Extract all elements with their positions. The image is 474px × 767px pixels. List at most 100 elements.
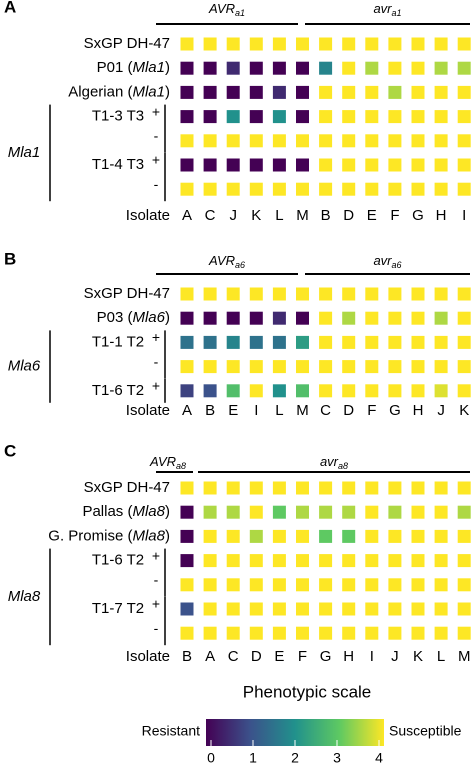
heatmap-cell <box>365 360 379 374</box>
heatmap-cell <box>226 311 240 325</box>
heatmap-cell <box>319 37 333 51</box>
heatmap-cell <box>365 134 379 148</box>
legend-min-label: Resistant <box>142 723 200 739</box>
heatmap-cell <box>203 158 217 172</box>
heatmap-cell <box>388 529 402 543</box>
row-label: SxGP DH-47 <box>84 35 170 52</box>
heatmap-cell <box>319 311 333 325</box>
heatmap-cell <box>203 85 217 99</box>
x-title: Isolate <box>126 207 170 224</box>
heatmap-cell <box>342 134 356 148</box>
heatmap-cell <box>203 37 217 51</box>
heatmap-cell <box>180 134 194 148</box>
row-label-name: T1-6 T2 <box>92 382 144 399</box>
heatmap-cell <box>296 110 309 124</box>
heatmap-cell <box>272 134 286 148</box>
heatmap-cell <box>226 554 240 568</box>
column-label: B <box>182 648 192 665</box>
row-label: G. Promise (Mla8) <box>48 527 170 544</box>
heatmap-cell <box>272 360 286 374</box>
heatmap-cell <box>319 85 333 99</box>
heatmap-cell <box>411 85 425 99</box>
heatmap-cell <box>365 287 379 301</box>
heatmap-cell <box>203 578 217 592</box>
heatmap-cell <box>272 529 286 543</box>
heatmap-cell <box>296 481 309 495</box>
heatmap-cell <box>180 311 194 325</box>
phenotypic-scale-legend: Phenotypic scale Resistant Susceptible 0 1 2 3… <box>142 682 462 765</box>
heatmap-cell <box>226 335 240 349</box>
row-label: Pallas (Mla8) <box>82 503 170 520</box>
heatmap-cell <box>296 37 309 51</box>
heatmap-cell <box>272 578 286 592</box>
gene-bracket-label: Mla6 <box>8 358 41 375</box>
heatmap-cell <box>272 505 286 519</box>
column-label: C <box>320 402 331 419</box>
heatmap-cell <box>457 134 471 148</box>
row-label-name: P01 ( <box>97 59 133 76</box>
heatmap-cell <box>249 602 263 616</box>
heatmap-cell <box>296 182 309 196</box>
column-label: E <box>228 402 238 419</box>
row-sign: + <box>152 152 160 168</box>
heatmap-cell <box>434 37 448 51</box>
heatmap-cell <box>319 182 333 196</box>
legend-max-label: Susceptible <box>389 723 462 739</box>
column-label: H <box>343 648 354 665</box>
heatmap-cell <box>226 182 240 196</box>
heatmap-cell <box>411 311 425 325</box>
heatmap-cell <box>319 287 333 301</box>
heatmap-cell <box>319 602 333 616</box>
group-label-subscript: a1 <box>235 8 245 18</box>
heatmap-cell <box>457 602 471 616</box>
heatmap-cell <box>411 505 425 519</box>
heatmap-cell <box>388 360 402 374</box>
heatmap-cell <box>203 505 217 519</box>
heatmap-cell <box>342 61 356 75</box>
heatmap-cell <box>365 529 379 543</box>
heatmap-cell <box>249 61 263 75</box>
panel-letter: A <box>4 0 16 16</box>
heatmap-cell <box>365 481 379 495</box>
heatmap-cell <box>457 311 471 325</box>
heatmap-cell <box>296 602 309 616</box>
heatmap-cell <box>249 287 263 301</box>
heatmap-cell <box>296 384 309 398</box>
row-label-suffix: ) <box>165 309 170 326</box>
heatmap-cell <box>296 626 309 640</box>
group-label: AVRa6 <box>208 253 245 270</box>
heatmap-cell <box>434 481 448 495</box>
heatmap-cell <box>342 360 356 374</box>
heatmap-cell <box>272 481 286 495</box>
heatmap-cell <box>180 626 194 640</box>
heatmap-cell <box>180 287 194 301</box>
heatmap-cell <box>411 529 425 543</box>
legend-tick-label: 2 <box>291 750 299 766</box>
group-label-prefix: AVR <box>208 253 235 268</box>
x-title: Isolate <box>126 648 170 665</box>
heatmap-cell <box>180 110 194 124</box>
heatmap-cell <box>434 182 448 196</box>
column-label: G <box>320 648 332 665</box>
heatmap-cell <box>249 134 263 148</box>
heatmap-cell <box>411 554 425 568</box>
row-label-name: T1-3 T3 <box>92 108 144 125</box>
heatmap-cell <box>226 85 240 99</box>
heatmap-cell <box>296 85 309 99</box>
heatmap-cell <box>365 311 379 325</box>
row-label-suffix: ) <box>165 527 170 544</box>
heatmap-cell <box>226 61 240 75</box>
gene-bracket-label: Mla8 <box>8 588 41 605</box>
heatmap-cell <box>457 335 471 349</box>
heatmap-cell <box>226 481 240 495</box>
row-sign: - <box>154 176 159 192</box>
heatmap-cell <box>457 554 471 568</box>
heatmap-cell <box>342 481 356 495</box>
heatmap-cell <box>434 61 448 75</box>
heatmap-cell <box>296 505 309 519</box>
heatmap-cell <box>434 384 448 398</box>
group-label: avra8 <box>320 454 348 471</box>
column-label: A <box>182 207 192 224</box>
heatmap-cell <box>388 578 402 592</box>
